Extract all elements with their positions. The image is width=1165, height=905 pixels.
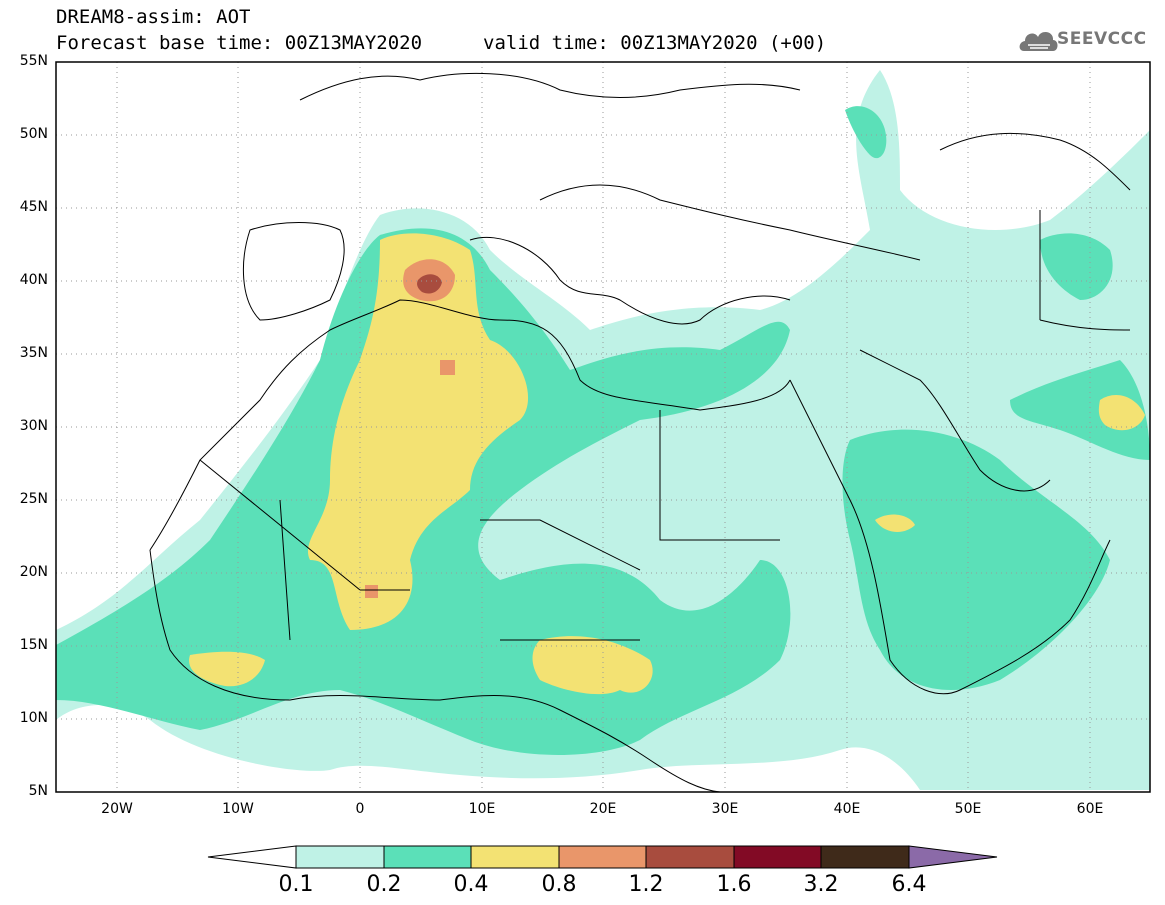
colorbar-bin-1 [295,845,385,869]
colorbar-bin-2 [383,845,472,869]
lon-label-40e: 40E [833,801,861,817]
aot-band-0.2-north [845,106,887,159]
map-title: DREAM8-assim: AOT [56,6,251,28]
colorbar-label-0.4: 0.4 [453,872,489,897]
colorbar [207,845,998,869]
aot-band-0.4-arabia [875,514,915,532]
colorbar-bin-5 [645,845,735,869]
lon-label-50e: 50E [954,801,982,817]
lat-label-45n: 45N [19,199,48,215]
gridlines [56,62,1150,792]
lon-label-20w: 20W [101,801,133,817]
aot-band-0.4-iran [1098,395,1145,431]
lat-label-55n: 55N [19,53,48,69]
aot-band-0.4 [307,233,529,630]
lon-label-60e: 60E [1076,801,1104,817]
colorbar-label-1.6: 1.6 [716,872,752,897]
lat-label-35n: 35N [19,345,48,361]
aot-band-0.4-sahel [532,636,653,695]
colorbar-label-0.8: 0.8 [541,872,577,897]
lat-label-40n: 40N [19,272,48,288]
lon-label-0: 0 [355,801,365,817]
colorbar-low-arrow [207,845,297,869]
aot-band-0.4-west [189,651,265,687]
colorbar-label-6.4: 6.4 [891,872,927,897]
aot-band-0.2-caspian [1040,233,1113,300]
lon-label-10e: 10E [468,801,496,817]
valid-time: valid time: 00Z13MAY2020 (+00) [483,32,827,54]
colorbar-label-0.2: 0.2 [366,872,402,897]
cloud-logo-icon [1019,31,1058,51]
lat-label-50n: 50N [19,126,48,142]
lat-label-10n: 10N [19,710,48,726]
aot-band-0.8-small [440,360,455,375]
colorbar-bin-4 [558,845,647,869]
colorbar-label-1.2: 1.2 [628,872,664,897]
lat-label-25n: 25N [19,491,48,507]
aot-band-1.2 [417,274,442,294]
colorbar-bin-7 [820,845,910,869]
lat-label-20n: 20N [19,564,48,580]
lat-label-30n: 30N [19,418,48,434]
logo-text: SEEVCCC [1057,29,1147,49]
colorbar-label-3.2: 3.2 [803,872,839,897]
lat-label-15n: 15N [19,637,48,653]
colorbar-bin-6 [733,845,822,869]
aot-band-0.2-arabia [842,429,1110,690]
map-plot-area [55,61,1151,793]
colorbar-high-arrow [908,845,998,869]
lon-label-30e: 30E [711,801,739,817]
lat-label-5n: 5N [28,783,48,799]
aot-band-0.8-small2 [365,585,378,598]
aot-band-0.2-east [1010,360,1150,460]
colorbar-bin-3 [470,845,560,869]
lon-label-10w: 10W [222,801,254,817]
colorbar-label-0.1: 0.1 [278,872,314,897]
forecast-base-time: Forecast base time: 00Z13MAY2020 [56,32,423,54]
coastlines [149,72,1131,793]
lon-label-20e: 20E [589,801,617,817]
